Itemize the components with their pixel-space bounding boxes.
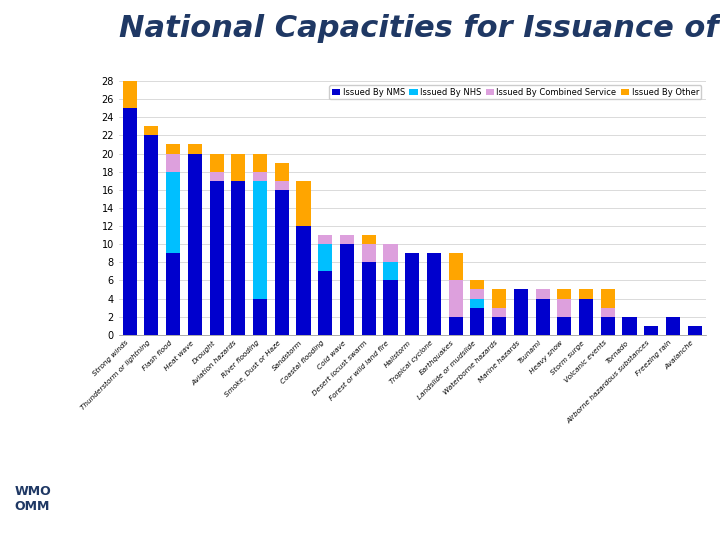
Bar (166, 145, 180, 153)
Bar (122, 81, 137, 108)
Bar (231, 181, 246, 335)
Bar (470, 280, 485, 289)
Bar (623, 316, 636, 335)
Bar (210, 181, 224, 335)
Bar (557, 299, 572, 316)
Text: WMO
OMM: WMO OMM (14, 485, 51, 513)
Bar (361, 235, 376, 244)
Bar (318, 235, 333, 244)
Bar (318, 271, 333, 335)
Bar (275, 163, 289, 181)
Bar (536, 299, 549, 335)
Bar (470, 308, 485, 335)
Bar (492, 308, 506, 316)
Bar (188, 153, 202, 335)
Bar (253, 172, 267, 181)
Bar (600, 308, 615, 316)
Bar (405, 253, 419, 335)
Bar (492, 316, 506, 335)
Bar (231, 153, 246, 181)
Bar (166, 172, 180, 253)
Bar (384, 262, 397, 280)
Bar (188, 145, 202, 153)
Text: National Capacities for Issuance of Warnings: National Capacities for Issuance of Warn… (119, 14, 720, 43)
Bar (514, 289, 528, 335)
Bar (449, 280, 463, 316)
Bar (536, 289, 549, 299)
Bar (144, 126, 158, 136)
Bar (449, 316, 463, 335)
Bar (470, 289, 485, 299)
Bar (557, 289, 572, 299)
Bar (579, 289, 593, 299)
Bar (210, 153, 224, 172)
Bar (275, 181, 289, 190)
Bar (361, 244, 376, 262)
Bar (210, 172, 224, 181)
Bar (470, 299, 485, 308)
Bar (340, 244, 354, 335)
Legend: Issued By NMS, Issued By NHS, Issued By Combined Service, Issued By Other: Issued By NMS, Issued By NHS, Issued By … (330, 85, 701, 99)
Bar (600, 289, 615, 308)
Bar (384, 280, 397, 335)
Bar (275, 190, 289, 335)
Bar (427, 253, 441, 335)
Bar (492, 289, 506, 308)
Bar (579, 299, 593, 335)
Bar (384, 244, 397, 262)
Bar (166, 253, 180, 335)
Bar (144, 136, 158, 335)
Bar (122, 108, 137, 335)
Bar (253, 153, 267, 172)
Bar (318, 244, 333, 271)
Bar (253, 299, 267, 335)
Bar (361, 262, 376, 335)
Bar (253, 181, 267, 299)
Bar (688, 326, 702, 335)
Bar (600, 316, 615, 335)
Bar (666, 316, 680, 335)
Bar (166, 153, 180, 172)
Bar (297, 181, 310, 226)
Bar (340, 235, 354, 244)
Bar (557, 316, 572, 335)
Bar (449, 253, 463, 280)
Bar (297, 226, 310, 335)
Bar (644, 326, 658, 335)
